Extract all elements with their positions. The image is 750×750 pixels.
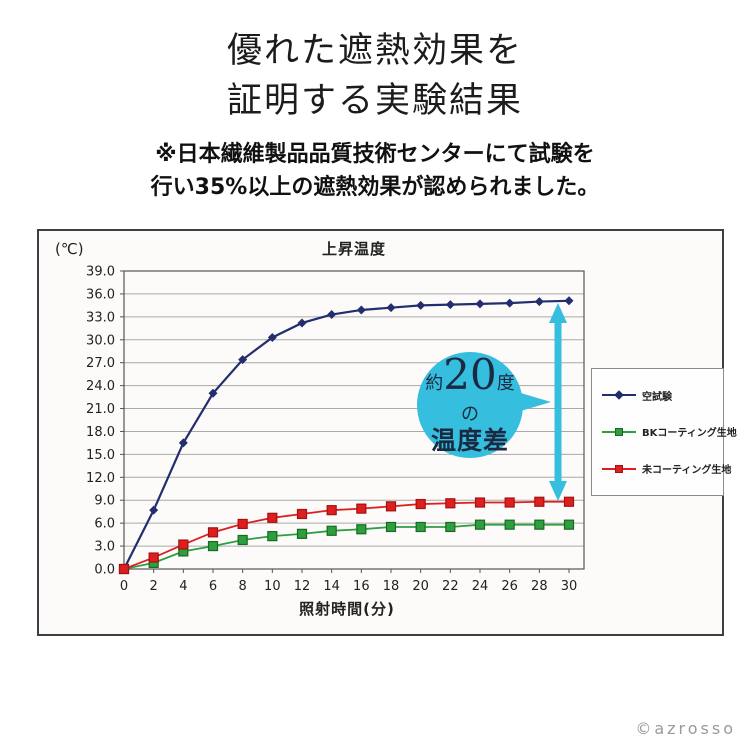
svg-text:18: 18	[383, 579, 400, 594]
temperature-chart-panel: 0.0 3.0 6.0 9.0 12.0 15.0 18.0 21.0 24.0 27.0 30.0…	[37, 229, 737, 636]
svg-text:30: 30	[561, 579, 578, 594]
page-title-line2: 証明する実験結果	[226, 81, 523, 121]
svg-text:6.0: 6.0	[94, 517, 115, 532]
red-square-line-icon	[602, 463, 636, 475]
svg-text:18.0: 18.0	[86, 425, 115, 440]
svg-text:14: 14	[323, 579, 340, 594]
svg-text:8: 8	[239, 579, 247, 594]
legend-label: 未コーティング生地	[642, 465, 732, 477]
x-axis-label: 照射時間(分)	[299, 600, 395, 618]
svg-text:21.0: 21.0	[86, 402, 115, 417]
page-title: 優れた遮熱効果を 証明する実験結果	[0, 26, 750, 126]
test-note: ※日本繊維製品品質技術センターにて試験を 行い35%以上の遮熱効果が認められまし…	[0, 138, 750, 204]
y-axis-unit-label: (℃)	[55, 240, 84, 258]
svg-text:0.0: 0.0	[94, 563, 115, 578]
svg-text:3.0: 3.0	[94, 540, 115, 555]
svg-text:33.0: 33.0	[86, 310, 115, 325]
chart-title: 上昇温度	[321, 240, 386, 258]
svg-text:24.0: 24.0	[86, 379, 115, 394]
test-note-line2: 行い35%以上の遮熱効果が認められました。	[150, 175, 600, 200]
svg-text:0: 0	[120, 579, 128, 594]
svg-text:6: 6	[209, 579, 217, 594]
svg-text:39.0: 39.0	[86, 265, 115, 280]
blue-diamond-line-icon	[602, 389, 636, 401]
legend-item-uncoated: 未コーティング生地	[602, 461, 731, 476]
temperature-gap-double-arrow-icon	[549, 303, 567, 501]
annotation-particle: の	[461, 403, 479, 425]
svg-text:20: 20	[412, 579, 429, 594]
svg-text:16: 16	[353, 579, 370, 594]
svg-text:10: 10	[264, 579, 281, 594]
page-title-line1: 優れた遮熱効果を	[226, 31, 523, 71]
svg-text:22: 22	[442, 579, 459, 594]
legend-label: 空試験	[642, 391, 672, 403]
svg-text:12.0: 12.0	[86, 471, 115, 486]
svg-text:28: 28	[531, 579, 548, 594]
svg-text:30.0: 30.0	[86, 333, 115, 348]
annotation-label: 温度差	[430, 425, 509, 455]
svg-text:12: 12	[294, 579, 311, 594]
legend-item-blank-test: 空試験	[602, 388, 723, 403]
legend-label: BKコーティング生地	[642, 428, 737, 440]
legend-item-bk-coated: BKコーティング生地	[602, 424, 737, 439]
temperature-difference-annotation: 約20度 の 温度差	[417, 352, 523, 458]
temperature-rise-plot: 0.0 3.0 6.0 9.0 12.0 15.0 18.0 21.0 24.0 27.0 30.0…	[86, 265, 585, 594]
svg-text:24: 24	[472, 579, 489, 594]
chart-legend: 空試験 BKコーティング生地 未コーティング生地	[591, 368, 737, 496]
svg-text:15.0: 15.0	[86, 448, 115, 463]
test-note-line1: ※日本繊維製品品質技術センターにて試験を	[155, 142, 595, 167]
svg-text:26: 26	[501, 579, 518, 594]
svg-text:4: 4	[179, 579, 187, 594]
watermark: ©azrosso	[635, 719, 736, 738]
svg-text:36.0: 36.0	[86, 287, 115, 302]
svg-text:27.0: 27.0	[86, 356, 115, 371]
svg-text:9.0: 9.0	[94, 494, 115, 509]
green-square-line-icon	[602, 426, 636, 438]
annotation-value-line: 約20度	[425, 349, 515, 399]
svg-text:2: 2	[150, 579, 158, 594]
